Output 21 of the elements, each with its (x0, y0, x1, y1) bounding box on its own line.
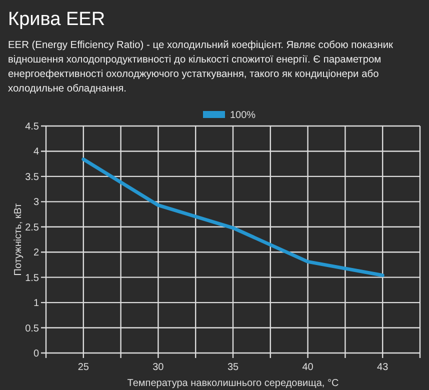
x-tick-label: 35 (227, 362, 239, 373)
x-tick-label: 30 (152, 362, 164, 373)
y-tick-label: 2.5 (25, 222, 40, 234)
x-tick-label: 25 (78, 362, 90, 373)
y-axis-title: Потужність, кВт (13, 202, 24, 276)
x-tick-label: 40 (302, 362, 314, 373)
y-tick-label: 1 (33, 298, 40, 310)
y-tick-label: 1.5 (25, 272, 40, 284)
y-tick-label: 2 (33, 248, 40, 259)
y-tick-label: 0 (33, 348, 40, 360)
x-axis-title: Температура навколишнього середовища, °C (127, 378, 339, 389)
legend-label: 100% (230, 110, 256, 121)
chart-title: Крива EER (8, 9, 106, 30)
chart-subtitle: EER (Energy Efficiency Ratio) - це холодильний коефіцієнт. Являє собою показник відношення холодопродуктивності до кількості спожитої енергії. Є параметром енергоефективності охолоджуючого устаткування, такого як кондиціонери або холодильне обладнання. (8, 40, 394, 94)
x-tick-label: 43 (377, 362, 389, 373)
y-tick-label: 3.5 (25, 172, 40, 183)
y-tick-label: 3 (33, 197, 40, 208)
line-series (82, 158, 384, 278)
y-tick-label: 4 (33, 146, 40, 158)
y-tick-label: 4.5 (25, 122, 40, 132)
y-tick-label: 0.5 (25, 323, 40, 334)
